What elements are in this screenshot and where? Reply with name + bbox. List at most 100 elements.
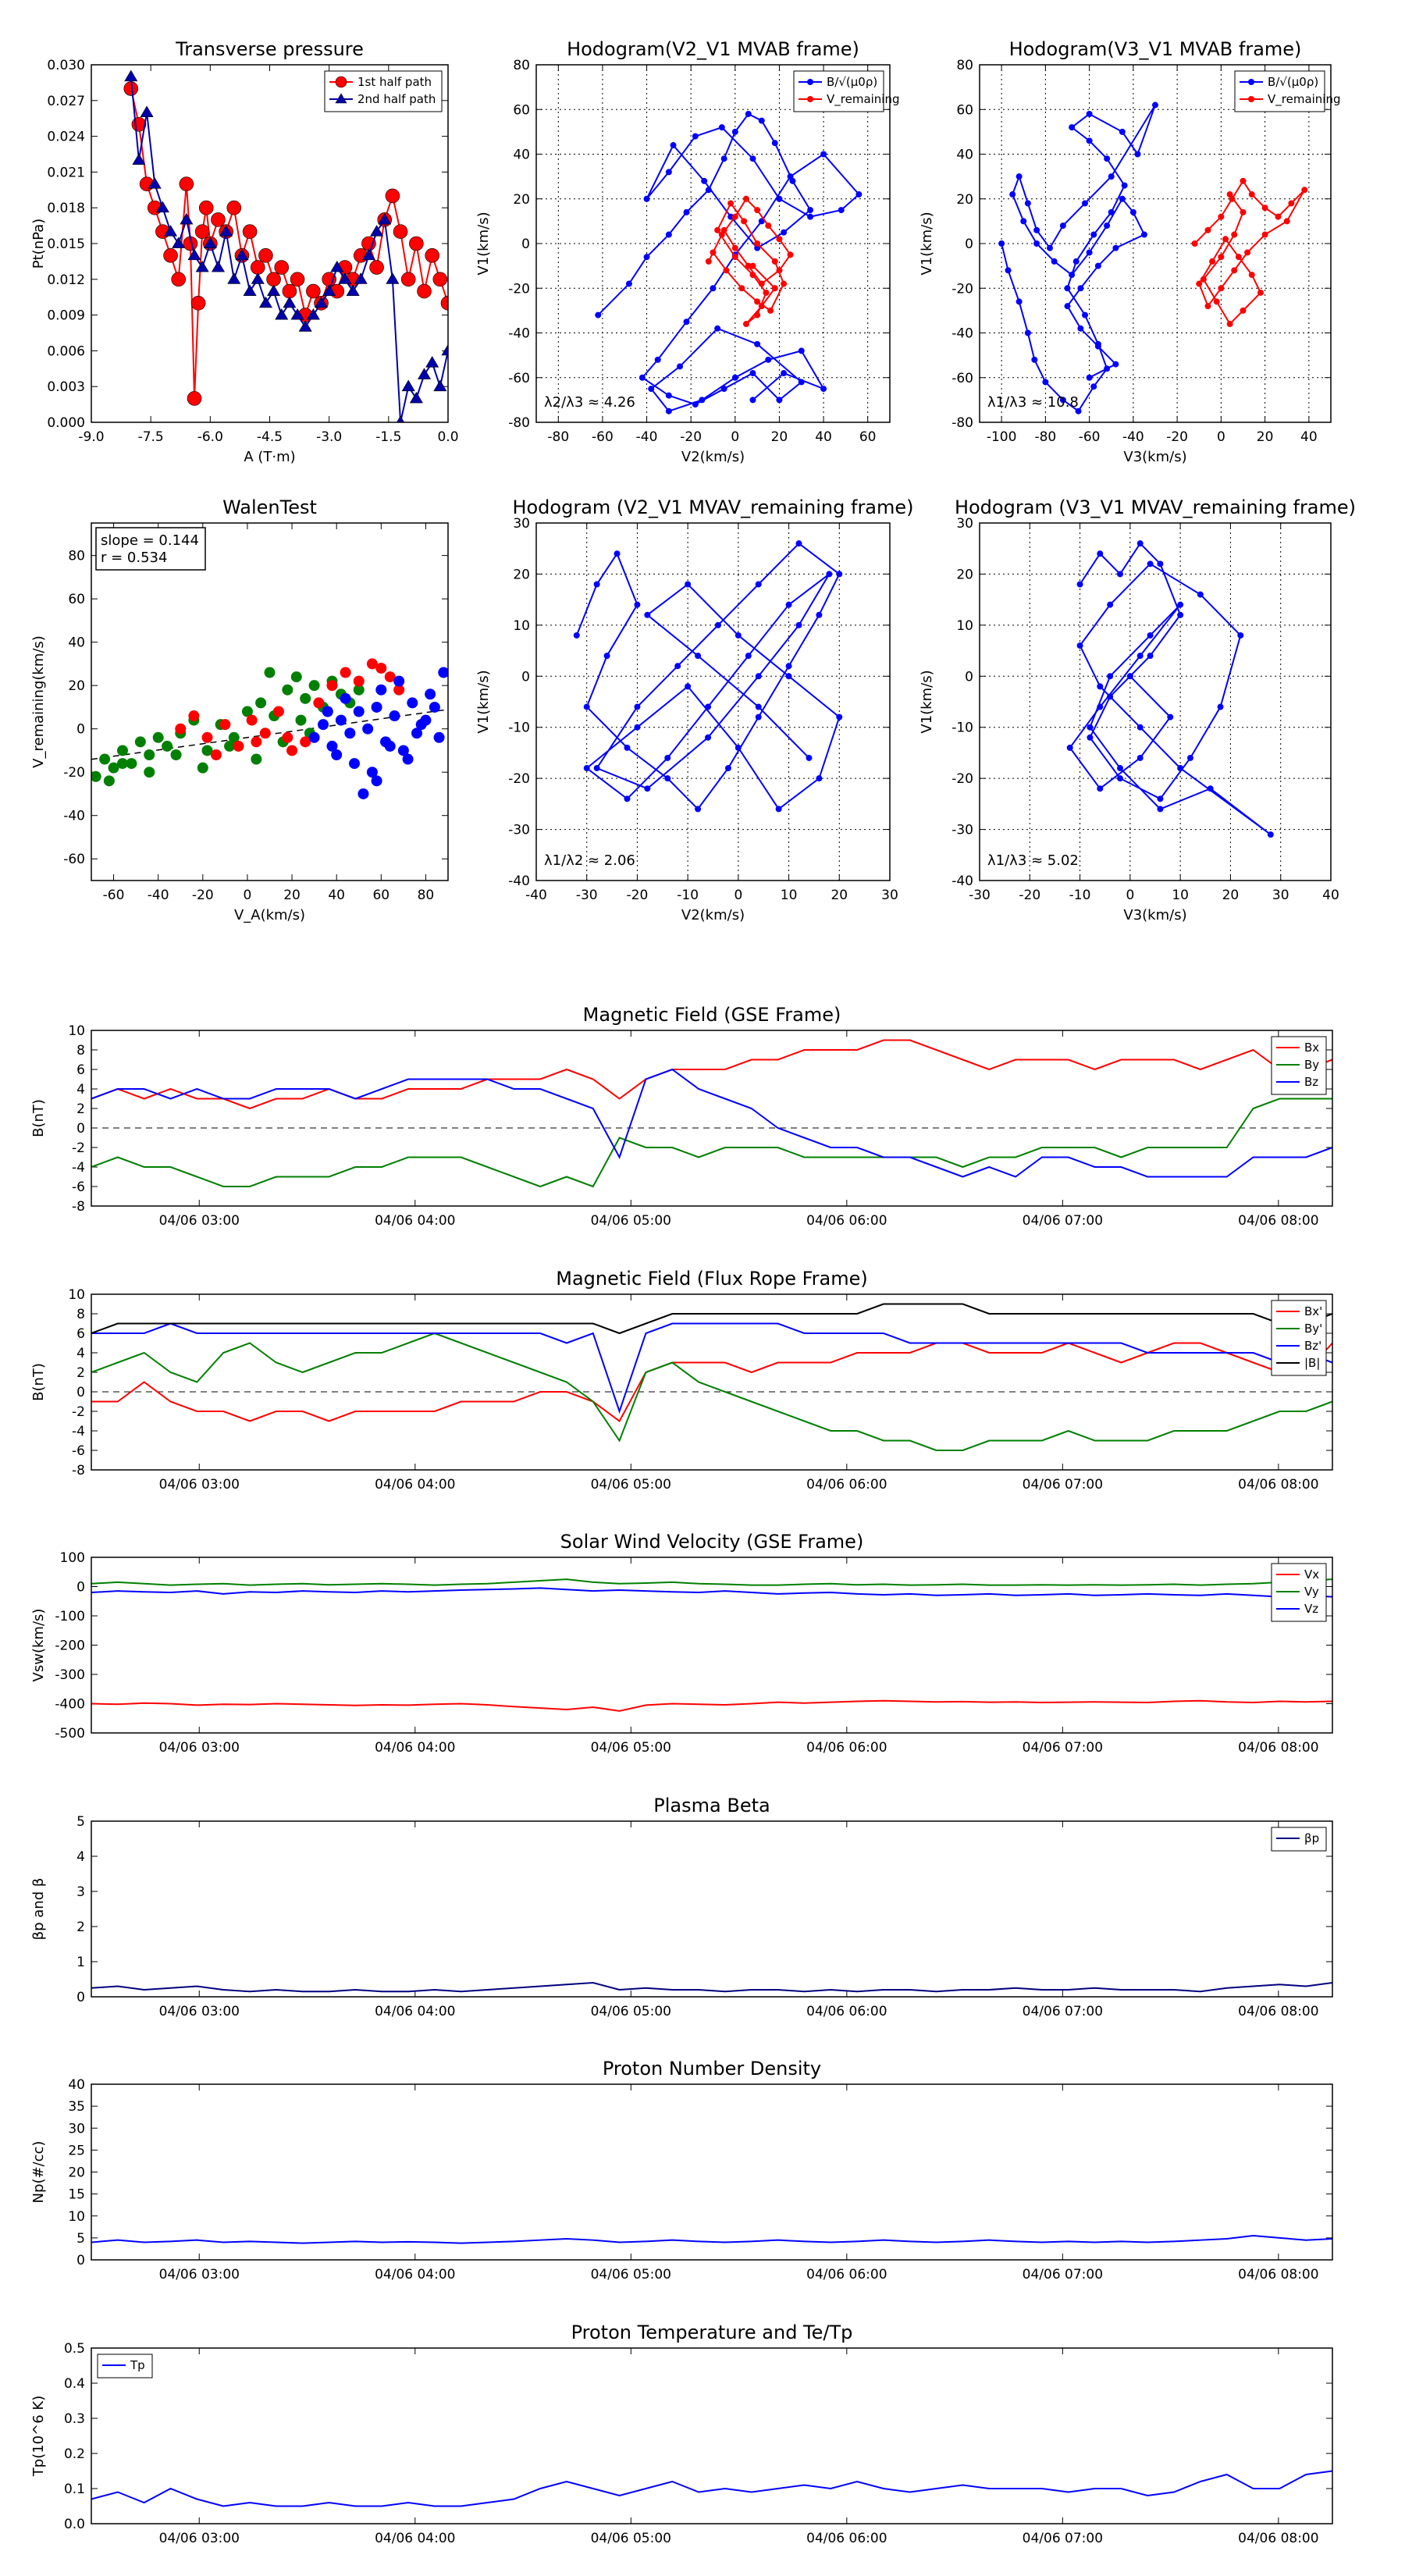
data-point [1069, 272, 1076, 279]
data-point [300, 692, 311, 704]
data-point [433, 731, 445, 743]
data-point [731, 213, 738, 220]
y-axis-label: B(nT) [30, 1099, 47, 1137]
x-tick-label: -10 [677, 888, 699, 903]
data-point [258, 247, 273, 263]
series-1st half path [123, 81, 448, 406]
legend-label: Bx' [1304, 1304, 1322, 1318]
x-tick-label: 20 [1257, 429, 1274, 445]
data-point [1082, 200, 1088, 207]
chart-title: Transverse pressure [175, 38, 364, 60]
data-point [420, 714, 432, 726]
y-axis-label: Tp(10^6 K) [30, 2396, 47, 2477]
chart-h2: Hodogram(V3_V1 MVAB frame) -100 -80 -60 -40 -… [919, 38, 1341, 465]
x-tick-label: 30 [1272, 888, 1289, 903]
plot-area [91, 1981, 1332, 1993]
data-point [180, 212, 194, 225]
annotation: λ1/λ2 ≈ 2.06 [544, 852, 635, 869]
x-tick-label: 10 [781, 888, 798, 903]
data-point [701, 177, 708, 184]
data-point [776, 236, 783, 243]
data-point [836, 571, 843, 578]
data-point [326, 680, 338, 692]
y-axis-label: Np(#/cc) [30, 2141, 47, 2204]
data-point [1086, 110, 1093, 117]
data-point [767, 307, 774, 314]
data-point [1235, 254, 1242, 261]
data-point [1218, 254, 1225, 261]
data-point [375, 684, 387, 696]
series-0 [573, 540, 843, 813]
data-point [116, 758, 128, 770]
legend-label: Bx [1304, 1041, 1319, 1055]
data-point [727, 213, 735, 220]
plot-area [998, 101, 1308, 415]
series-line [1069, 542, 1272, 835]
data-point [353, 706, 365, 717]
data-point [170, 749, 182, 761]
data-point [727, 200, 735, 207]
data-point [593, 765, 600, 772]
data-point [855, 191, 863, 198]
data-point [1237, 632, 1244, 639]
chart-title: Magnetic Field (Flux Rope Frame) [556, 1268, 867, 1290]
x-tick-label: 04/06 06:00 [806, 2267, 887, 2282]
series-line [91, 1981, 1332, 1993]
data-point [1240, 208, 1247, 215]
chart-title: Hodogram(V3_V1 MVAB frame) [1009, 38, 1302, 60]
data-point [1231, 231, 1238, 238]
data-point [754, 298, 761, 305]
data-point [371, 775, 382, 787]
data-point [1047, 244, 1053, 251]
data-point [670, 142, 677, 149]
data-point [720, 386, 727, 393]
y-tick-label: -20 [63, 765, 85, 781]
y-tick-label: 0 [521, 237, 530, 252]
data-point [227, 272, 241, 284]
chart-title: Hodogram(V2_V1 MVAB frame) [567, 38, 859, 60]
series-0 [91, 2235, 1332, 2244]
data-point [362, 723, 374, 735]
series-line [91, 1322, 1332, 1414]
data-point [1136, 754, 1144, 761]
data-point [755, 581, 762, 588]
data-point [754, 240, 761, 247]
series-Vy [91, 1578, 1332, 1586]
y-tick-label: 25 [68, 2143, 85, 2158]
data-point [318, 719, 329, 731]
data-point [1059, 397, 1066, 404]
x-tick-label: 04/06 06:00 [806, 1740, 887, 1756]
plot-area [91, 1039, 1332, 1188]
x-tick-label: -60 [592, 429, 614, 445]
x-tick-label: 04/06 07:00 [1023, 1477, 1103, 1493]
y-tick-label: 40 [956, 148, 973, 163]
plot-frame [91, 1820, 1333, 1998]
data-point [654, 356, 661, 363]
data-point [250, 260, 265, 275]
chart-title: Solar Wind Velocity (GSE Frame) [560, 1531, 864, 1553]
data-point [116, 745, 128, 756]
data-point [738, 285, 745, 292]
data-point [1107, 673, 1114, 680]
chart-title: WalenTest [222, 496, 317, 518]
series-line [91, 1303, 1332, 1335]
series-line [130, 76, 448, 422]
data-point [785, 673, 792, 680]
data-point [806, 754, 813, 761]
series-Vz [91, 1587, 1332, 1598]
data-point [91, 770, 101, 782]
x-tick-label: 04/06 05:00 [591, 1740, 671, 1756]
data-point [201, 731, 213, 743]
data-point [816, 611, 823, 618]
x-tick-label: -40 [525, 888, 547, 903]
y-axis-label: B(nT) [30, 1363, 47, 1401]
y-tick-label: 15 [68, 2187, 85, 2203]
data-point [267, 284, 281, 296]
x-tick-label: 20 [283, 888, 301, 903]
data-point [264, 667, 276, 678]
y-tick-label: 80 [68, 549, 85, 564]
x-tick-label: 0 [1217, 429, 1225, 445]
plot-area [91, 1303, 1332, 1451]
data-point [235, 248, 249, 261]
chart-title: Hodogram (V2_V1 MVAV_remaining frame) [512, 496, 913, 518]
